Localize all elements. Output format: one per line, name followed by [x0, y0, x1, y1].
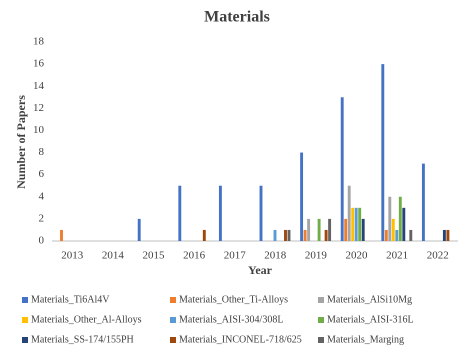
y-tick-label: 4 [39, 190, 45, 202]
bar [324, 229, 328, 241]
bar [361, 218, 365, 241]
bar [442, 229, 446, 241]
bar [259, 185, 263, 241]
y-tick-label: 0 [39, 235, 45, 247]
bar [381, 64, 385, 241]
legend-label: Materials_Marging [327, 334, 404, 345]
legend-label: Materials_AISI-304/308L [179, 314, 283, 325]
legend-swatch [318, 297, 324, 303]
y-tick-label: 12 [33, 102, 44, 114]
bar [303, 229, 307, 241]
y-tick-label: 6 [39, 168, 45, 180]
legend-label: Materials_Other_Ti-Alloys [179, 294, 288, 305]
bar [202, 229, 206, 241]
legend-swatch [22, 297, 28, 303]
x-tick-label: 2014 [102, 250, 125, 262]
legend-label: Materials_Ti6Al4V [31, 294, 110, 305]
bar [178, 185, 182, 241]
legend-label: Materials_INCONEL-718/625 [179, 334, 302, 345]
legend-label: Materials_AlSi10Mg [327, 294, 412, 305]
x-tick-label: 2020 [346, 250, 369, 262]
y-tick-label: 18 [33, 36, 45, 48]
bar [421, 163, 425, 241]
legend-swatch [170, 297, 176, 303]
y-tick-label: 10 [33, 124, 45, 136]
bar [354, 207, 358, 241]
bar [388, 196, 392, 241]
y-tick-label: 14 [33, 80, 45, 92]
bar [358, 207, 362, 241]
legend-swatch [318, 337, 324, 343]
bar [409, 229, 413, 241]
bar [273, 229, 277, 241]
bar [344, 218, 348, 241]
bar [347, 185, 351, 241]
legend-label: Materials_Other_Al-Alloys [31, 314, 142, 325]
bar [287, 229, 291, 241]
bar [395, 229, 399, 241]
bar [328, 218, 332, 241]
bar [398, 196, 402, 241]
bar [340, 97, 344, 242]
bar [391, 218, 395, 241]
y-tick-label: 8 [39, 146, 45, 158]
x-tick-label: 2021 [386, 250, 408, 262]
legend-swatch [170, 337, 176, 343]
y-tick-label: 16 [33, 58, 45, 70]
x-tick-label: 2019 [305, 250, 328, 262]
y-axis-label: Number of Papers [14, 95, 28, 189]
bar [402, 207, 406, 241]
bar [307, 218, 311, 241]
x-tick-label: 2015 [143, 250, 166, 262]
x-tick-label: 2013 [61, 250, 84, 262]
legend-swatch [22, 337, 28, 343]
bar [60, 229, 63, 241]
bar [218, 185, 222, 241]
bar [351, 207, 355, 241]
bar [300, 152, 304, 241]
bar [137, 218, 141, 241]
x-axis-label: Year [248, 263, 273, 277]
legend-label: Materials_AISI-316L [327, 314, 414, 325]
bar [284, 229, 287, 241]
bar [384, 229, 388, 241]
y-tick-label: 2 [39, 212, 45, 224]
bar [446, 229, 450, 241]
x-tick-label: 2018 [264, 250, 287, 262]
bar [317, 218, 321, 241]
x-tick-label: 2016 [183, 250, 206, 262]
legend-swatch [170, 317, 176, 323]
chart-title: Materials [204, 9, 270, 26]
legend-label: Materials_SS-174/155PH [31, 334, 134, 345]
x-tick-label: 2022 [427, 250, 449, 262]
x-tick-label: 2017 [224, 250, 247, 262]
legend-swatch [22, 317, 28, 323]
legend-swatch [318, 317, 324, 323]
